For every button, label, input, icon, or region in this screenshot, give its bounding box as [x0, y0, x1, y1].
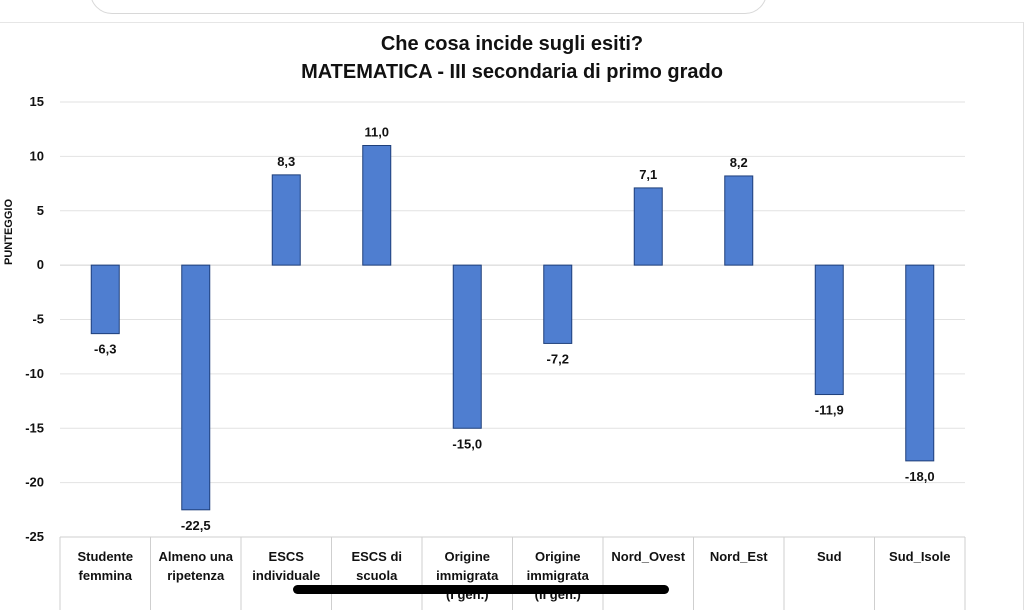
category-label: ESCS	[269, 549, 305, 564]
category-label: Almeno una	[159, 549, 234, 564]
gridlines	[60, 101, 965, 484]
chart-subtitle: MATEMATICA - III secondaria di primo gra…	[301, 61, 723, 83]
y-axis-ticks: 15 10 5 0 -5 -10 -15 -20 -25	[25, 94, 44, 544]
category-label: Sud	[817, 549, 842, 564]
category-label: individuale	[252, 568, 320, 583]
data-label: -7,2	[547, 351, 569, 366]
y-axis-label: PUNTEGGIO	[3, 199, 15, 265]
y-tick-label: 5	[37, 203, 44, 218]
bar	[452, 264, 482, 429]
bar	[90, 264, 120, 335]
data-label: -11,9	[815, 403, 844, 418]
category-labels: Studente femmina Almeno una ripetenza ESCS in…	[77, 549, 950, 602]
category-label: Origine	[535, 549, 581, 564]
category-label: immigrata	[527, 568, 590, 583]
data-label: 8,3	[277, 154, 295, 169]
y-tick-label: -20	[25, 475, 44, 490]
category-label: Studente	[77, 549, 133, 564]
category-label: femmina	[79, 568, 133, 583]
category-label: ESCS di	[351, 549, 402, 564]
data-label: -22,5	[181, 518, 211, 533]
bar	[633, 187, 663, 266]
bar	[814, 264, 844, 396]
y-tick-label: -5	[32, 312, 44, 327]
y-tick-label: 10	[30, 148, 44, 163]
category-label: Sud_Isole	[889, 549, 950, 564]
data-label: 8,2	[730, 155, 748, 170]
bar	[724, 175, 754, 266]
data-label: 11,0	[364, 125, 389, 140]
bars	[90, 145, 935, 511]
bar	[905, 264, 935, 462]
y-tick-label: 0	[37, 257, 44, 272]
data-label: -15,0	[452, 436, 482, 451]
category-label: Nord_Ovest	[611, 549, 685, 564]
category-label: Nord_Est	[710, 549, 768, 564]
y-tick-label: -15	[25, 420, 44, 435]
top-divider	[0, 22, 1024, 23]
category-label: scuola	[356, 568, 398, 583]
data-label: -18,0	[905, 469, 935, 484]
bar	[271, 174, 301, 266]
chart-title-block: Che cosa incide sugli esiti? MATEMATICA …	[0, 30, 1024, 86]
category-label: Origine	[444, 549, 490, 564]
value-labels: -6,3 -22,5 8,3 11,0 -15,0 -7,2 7,1 8,2 -11,9 -18,…	[94, 125, 935, 533]
y-tick-label: -10	[25, 366, 44, 381]
y-tick-label: -25	[25, 529, 44, 544]
category-label: ripetenza	[167, 568, 225, 583]
category-label: immigrata	[436, 568, 499, 583]
data-label: -6,3	[94, 342, 116, 357]
bar	[181, 264, 211, 511]
redaction-bar	[293, 585, 669, 594]
data-label: 7,1	[639, 167, 657, 182]
bar	[543, 264, 573, 344]
category-table	[59, 536, 966, 610]
bar	[362, 145, 392, 266]
y-tick-label: 15	[30, 94, 44, 109]
chart-title: Che cosa incide sugli esiti?	[380, 33, 644, 55]
